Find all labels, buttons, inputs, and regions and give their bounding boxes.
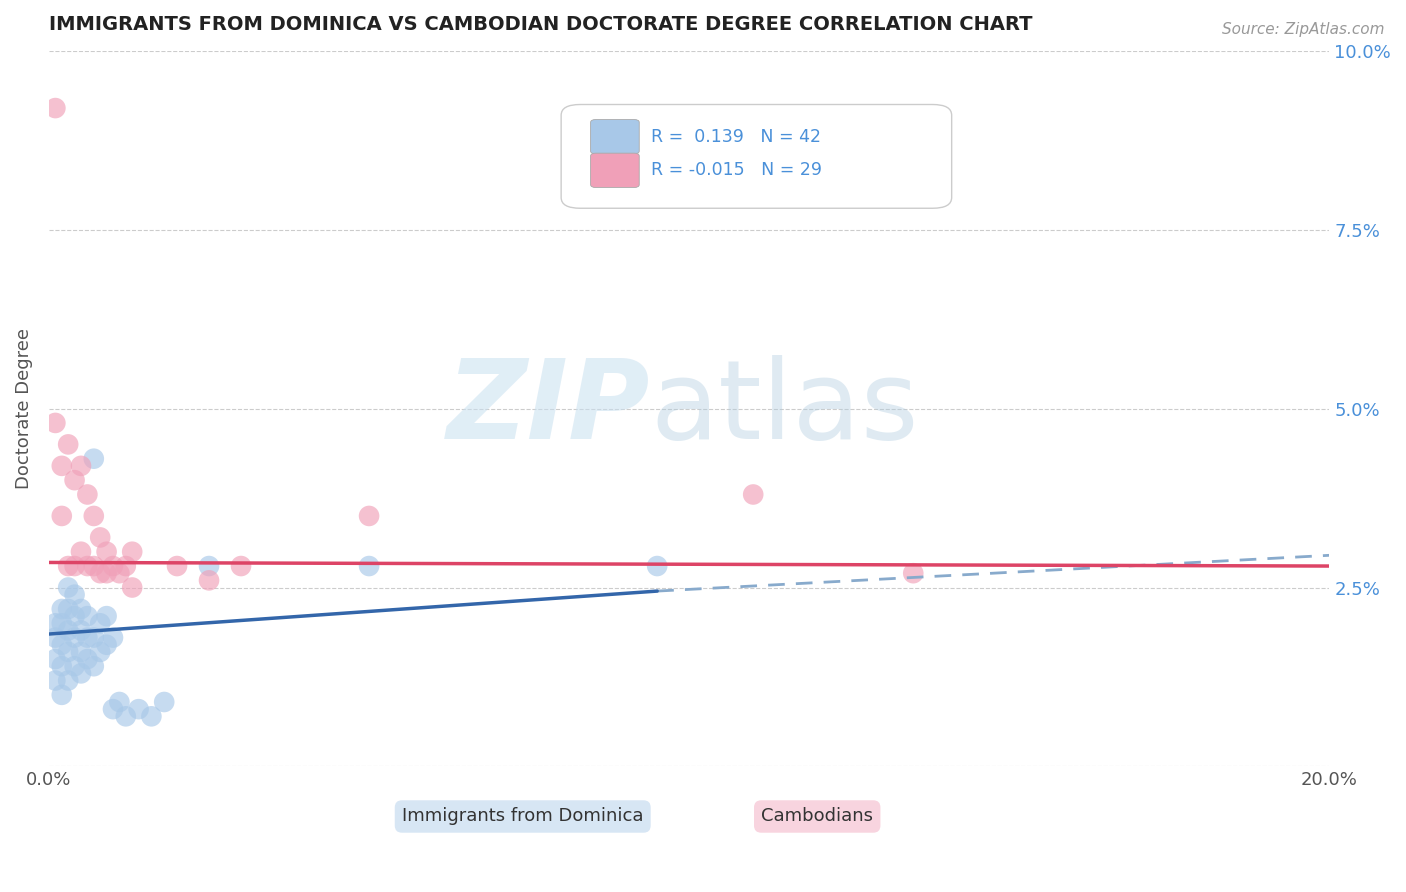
Point (44, 673, 66, 688)
Point (51, 688, 73, 702)
Point (645, 559, 668, 574)
Point (101, 702, 124, 716)
Point (359, 559, 381, 574)
Point (56, 559, 79, 574)
Text: R =  0.139   N = 42: R = 0.139 N = 42 (651, 128, 821, 145)
Point (56, 437, 79, 451)
Point (63, 631, 86, 645)
Point (63, 559, 86, 574)
Point (114, 559, 136, 574)
Point (63, 659, 86, 673)
Point (76, 487, 98, 501)
Text: Source: ZipAtlas.com: Source: ZipAtlas.com (1222, 22, 1385, 37)
Point (63, 609, 86, 624)
Point (56, 602, 79, 616)
Point (70, 545, 93, 559)
Point (70, 458, 93, 473)
Point (44, 616, 66, 631)
Point (51, 458, 73, 473)
Point (63, 473, 86, 487)
Point (44, 631, 66, 645)
Point (96, 545, 118, 559)
Point (44, 652, 66, 666)
Point (96, 638, 118, 652)
Point (153, 695, 176, 709)
FancyBboxPatch shape (591, 120, 640, 154)
Point (141, 709, 163, 723)
Point (108, 695, 131, 709)
FancyBboxPatch shape (561, 104, 952, 208)
Point (56, 581, 79, 595)
Point (83, 559, 105, 574)
Point (76, 631, 98, 645)
Point (96, 566, 118, 581)
Point (101, 631, 124, 645)
Point (76, 652, 98, 666)
Point (51, 616, 73, 631)
FancyBboxPatch shape (591, 153, 640, 187)
Point (229, 559, 252, 574)
Point (83, 659, 105, 673)
Text: ZIP: ZIP (447, 355, 651, 462)
Y-axis label: Doctorate Degree: Doctorate Degree (15, 328, 32, 489)
Point (44, 416, 66, 430)
Point (198, 574, 221, 588)
Point (128, 702, 150, 716)
Point (114, 709, 136, 723)
Point (89, 566, 111, 581)
Text: R = -0.015   N = 29: R = -0.015 N = 29 (651, 161, 821, 179)
Text: IMMIGRANTS FROM DOMINICA VS CAMBODIAN DOCTORATE DEGREE CORRELATION CHART: IMMIGRANTS FROM DOMINICA VS CAMBODIAN DO… (49, 15, 1032, 34)
Point (70, 666, 93, 681)
Point (89, 616, 111, 631)
Point (51, 659, 73, 673)
Point (51, 638, 73, 652)
Point (70, 645, 93, 659)
Point (96, 609, 118, 624)
Point (742, 487, 765, 501)
Point (51, 508, 73, 523)
Point (903, 566, 925, 581)
Point (83, 451, 105, 466)
Text: Cambodians: Cambodians (761, 807, 873, 825)
Point (101, 559, 124, 574)
Point (76, 559, 98, 574)
Point (56, 624, 79, 638)
Point (51, 602, 73, 616)
Point (166, 559, 188, 574)
Point (359, 508, 381, 523)
Point (108, 566, 131, 581)
Text: atlas: atlas (651, 355, 920, 462)
Point (83, 508, 105, 523)
Point (63, 588, 86, 602)
Point (83, 631, 105, 645)
Point (44, 101, 66, 115)
Point (56, 673, 79, 688)
Point (76, 609, 98, 624)
Point (70, 624, 93, 638)
Point (121, 581, 143, 595)
Point (89, 645, 111, 659)
Point (198, 559, 221, 574)
Point (89, 530, 111, 544)
Point (70, 602, 93, 616)
Point (121, 545, 143, 559)
Point (56, 645, 79, 659)
Text: Immigrants from Dominica: Immigrants from Dominica (402, 807, 644, 825)
